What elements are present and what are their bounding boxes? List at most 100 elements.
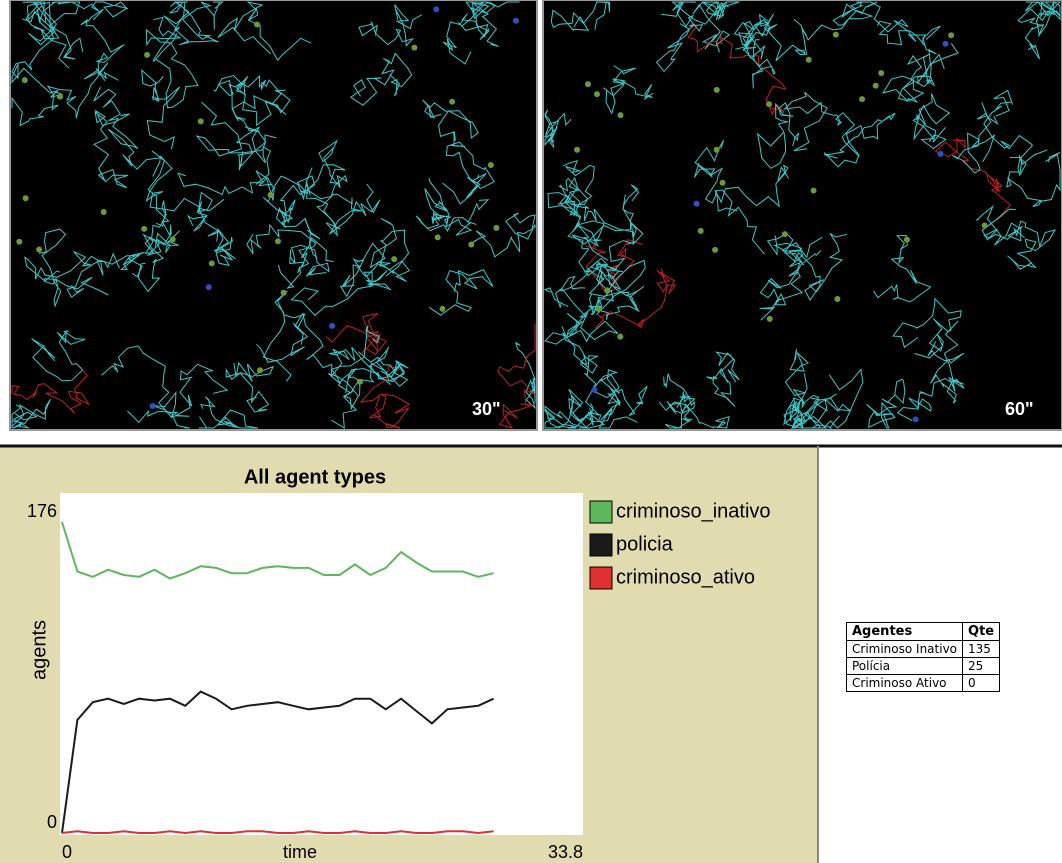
agent-icon (487, 161, 494, 168)
trail (137, 230, 180, 293)
trail (693, 139, 738, 212)
trail (11, 1, 81, 98)
trail (275, 199, 321, 259)
legend-swatch (589, 500, 613, 524)
table-cell: 0 (962, 674, 1001, 692)
trail (359, 365, 411, 429)
trail (1024, 1, 1060, 60)
agent-icon (257, 367, 264, 374)
trail (442, 141, 495, 205)
agent-icon (439, 305, 446, 312)
trail (80, 8, 125, 82)
agent-icon (810, 187, 817, 194)
trail (550, 1, 611, 31)
sim-panel (9, 0, 538, 431)
trail (22, 1, 129, 30)
legend-label: criminoso_inativo (616, 500, 771, 522)
trail (349, 52, 413, 106)
agent-icon (766, 101, 773, 108)
agent-icon (766, 315, 773, 322)
agent-icon (197, 118, 204, 125)
trail (339, 217, 397, 298)
agent-icon (859, 96, 866, 103)
agent-icon (712, 246, 719, 253)
trail (585, 238, 643, 295)
agent-icon (280, 289, 287, 296)
agent-icon (981, 222, 988, 229)
trail (11, 62, 109, 127)
trail (235, 126, 277, 185)
trail (93, 86, 161, 177)
agent-icon (719, 179, 726, 186)
agent-icon (100, 208, 107, 215)
trail (145, 155, 213, 232)
trail (783, 373, 837, 429)
y-axis-label: agents (28, 620, 50, 680)
legend-swatch (589, 533, 613, 557)
trail (415, 199, 490, 236)
agent-icon (878, 70, 885, 77)
trail (783, 91, 860, 157)
trail (428, 268, 494, 316)
trail (784, 348, 829, 412)
trail (756, 101, 800, 169)
trail (66, 251, 145, 298)
agent-icon (584, 81, 591, 88)
legend-swatch (589, 566, 613, 590)
agent-icon (449, 98, 456, 105)
agent-icon (591, 386, 598, 393)
table-cell: Criminoso Ativo (845, 674, 964, 692)
trail (743, 20, 776, 89)
trail (465, 0, 499, 47)
agent-icon (493, 224, 500, 231)
agent-icon (604, 287, 611, 294)
trail (595, 268, 677, 328)
trail (38, 228, 109, 308)
agent-trails (11, 0, 1062, 430)
agent-icon (512, 17, 519, 24)
y-tick-label: 176 (27, 501, 57, 521)
trail (422, 99, 479, 147)
trail (424, 177, 452, 226)
x-tick-label: 33.8 (548, 842, 583, 862)
trail (352, 229, 411, 283)
agent-icon (713, 86, 720, 93)
trail (141, 68, 181, 150)
trail (603, 65, 654, 115)
table-cell: 135 (962, 640, 1001, 658)
trail (337, 351, 409, 394)
trail (585, 374, 638, 429)
agent-icon (169, 236, 176, 243)
trail (1006, 149, 1061, 207)
y-tick-label: 0 (47, 812, 57, 832)
trail (759, 269, 804, 321)
trail (217, 75, 291, 122)
trail (735, 13, 808, 62)
trail (515, 342, 537, 410)
trail (24, 250, 120, 282)
series-line (61, 521, 494, 580)
trail (198, 396, 259, 429)
plot-area (60, 493, 583, 835)
table-header: Agentes (845, 622, 964, 641)
trail (658, 401, 730, 429)
trail (562, 332, 620, 394)
agent-icon (593, 91, 600, 98)
agent-icon (253, 21, 260, 28)
trail (663, 373, 696, 415)
trail (590, 240, 637, 291)
trail (290, 269, 392, 317)
agent-icon (713, 146, 720, 153)
trail (217, 1, 312, 61)
trail (655, 1, 704, 73)
trail (912, 93, 951, 150)
trail (983, 89, 1034, 177)
agent-icon (805, 56, 812, 63)
agent-icon (595, 306, 602, 313)
series-line (61, 690, 495, 834)
panel-label: 30" (472, 399, 501, 419)
trail (587, 267, 645, 320)
agent-icon (411, 44, 418, 51)
trail (571, 184, 640, 261)
